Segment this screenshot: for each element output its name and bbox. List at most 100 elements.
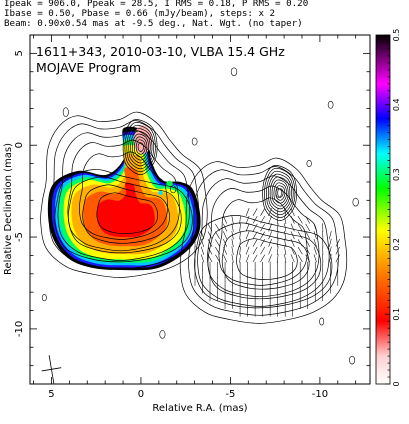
contour-outer-0 <box>40 111 208 278</box>
evpa-tick <box>284 254 287 263</box>
evpa-tick <box>276 223 279 232</box>
evpa-tick <box>284 246 287 255</box>
evpa-tick <box>252 246 258 255</box>
evpa-vectors <box>194 207 340 317</box>
evpa-tick <box>290 223 295 232</box>
contour-outer-3 <box>67 139 180 252</box>
colorbar-tick-label: 0.4 <box>392 98 401 111</box>
axis-ticks: 5 0 -5 -10 5 0 -5 -10 <box>14 34 370 400</box>
evpa-tick <box>231 246 234 255</box>
noise-contour <box>275 188 282 198</box>
contour-body-1 <box>67 176 182 254</box>
evpa-tick <box>260 231 265 239</box>
contour-outer-1 <box>48 120 200 270</box>
noise-contour <box>41 294 47 302</box>
evpa-tick <box>305 215 311 224</box>
colorbar-tick-label: 0 <box>392 381 401 386</box>
chart-title: 1611+343, 2010-03-10, VLBA 15.4 GHz <box>36 44 285 59</box>
noise-contour <box>327 100 334 109</box>
evpa-tick <box>305 231 311 240</box>
evpa-tick <box>245 223 250 232</box>
evpa-tick <box>268 223 272 232</box>
x-tick-label: 5 <box>48 389 54 400</box>
evpa-tick <box>223 254 228 263</box>
evpa-tick <box>284 207 287 217</box>
evpa-tick <box>305 239 311 247</box>
contour-core-2 <box>126 124 155 170</box>
evpa-tick <box>207 246 213 255</box>
evpa-tick <box>223 246 228 255</box>
x-tick-label: -10 <box>312 389 328 400</box>
evpa-tick <box>328 238 332 248</box>
evpa-tick <box>335 239 340 247</box>
contour-body-0 <box>54 169 193 263</box>
contour-core-8 <box>137 142 144 152</box>
evpa-tick <box>290 208 295 217</box>
evpa-tick <box>305 246 311 255</box>
header-line-2: Ibase = 0.50, Pbase = 0.66 (mJy/beam), s… <box>4 8 276 19</box>
noise-contour <box>319 317 325 326</box>
evpa-tick <box>335 254 340 263</box>
contour-core-6 <box>273 182 287 204</box>
beam-minor-axis <box>41 367 62 372</box>
evpa-tick <box>297 246 303 255</box>
evpa-tick <box>297 223 303 232</box>
noise-contour <box>230 67 238 76</box>
evpa-tick <box>252 208 258 216</box>
evpa-tick <box>335 246 340 255</box>
evpa-tick <box>276 207 279 217</box>
contour-core-3 <box>267 173 292 213</box>
evpa-tick <box>284 238 287 248</box>
evpa-tick <box>313 254 317 263</box>
evpa-tick <box>328 246 332 255</box>
evpa-tick <box>290 238 295 247</box>
evpa-tick <box>290 231 295 240</box>
chart-subtitle: MOJAVE Program <box>36 60 141 75</box>
evpa-tick <box>268 238 272 247</box>
evpa-tick <box>223 231 228 240</box>
evpa-tick <box>231 215 234 224</box>
evpa-tick <box>328 254 332 263</box>
evpa-tick <box>268 215 272 224</box>
pol-spot <box>166 180 173 187</box>
noise-contour <box>159 330 166 339</box>
contour-body-2 <box>221 230 310 290</box>
contour-core-5 <box>132 133 149 161</box>
contour-core-6 <box>133 136 148 158</box>
evpa-tick <box>268 208 272 217</box>
contour-outer-4 <box>78 151 168 240</box>
evpa-tick <box>207 239 213 247</box>
evpa-tick <box>231 223 234 232</box>
contour-core-8 <box>277 188 284 198</box>
contour-outer-4 <box>218 197 308 286</box>
evpa-tick <box>290 215 295 224</box>
evpa-tick <box>200 231 205 240</box>
evpa-tick <box>215 223 220 232</box>
evpa-tick <box>313 246 317 255</box>
evpa-tick <box>284 223 287 232</box>
evpa-tick <box>239 223 241 232</box>
noise-contour <box>169 185 177 194</box>
contour-core-0 <box>262 165 297 221</box>
beam-marker <box>41 355 62 384</box>
x-axis-label: Relative R.A. (mas) <box>152 403 247 414</box>
evpa-tick <box>245 208 250 217</box>
evpa-tick <box>252 239 258 247</box>
evpa-tick <box>260 223 265 232</box>
contour-core-1 <box>124 122 156 173</box>
evpa-tick <box>268 231 272 240</box>
header-line-3: Beam: 0.90x0.54 mas at -9.5 deg., Nat. W… <box>4 18 303 29</box>
evpa-tick <box>328 231 332 240</box>
y-tick-label: -5 <box>14 232 25 242</box>
evpa-tick <box>231 231 234 240</box>
colorbar-tick-label: 0.2 <box>392 238 401 251</box>
noise-contour <box>349 355 356 365</box>
noise-contours <box>41 67 359 365</box>
contour-outer-0 <box>179 157 348 324</box>
evpa-tick <box>207 231 213 240</box>
evpa-tick <box>276 215 279 224</box>
noise-contour <box>306 160 312 168</box>
colorbar-tick-label: 0.1 <box>392 308 401 321</box>
evpa-tick <box>215 254 220 263</box>
evpa-tick <box>260 216 265 224</box>
